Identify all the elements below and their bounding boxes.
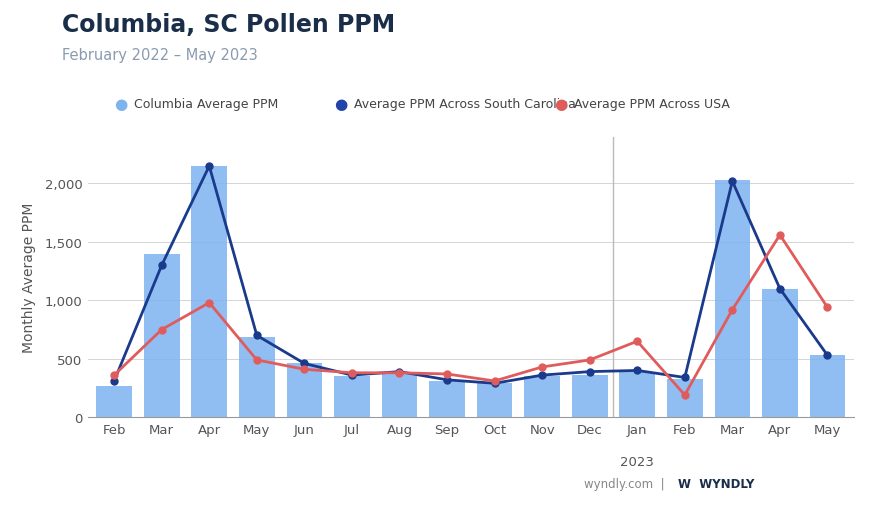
Text: W  WYNDLY: W WYNDLY [678, 477, 754, 490]
Text: ●: ● [114, 97, 128, 112]
Text: 2023: 2023 [620, 456, 654, 468]
Bar [239, 337, 275, 417]
Y-axis label: Monthly Average PPM: Monthly Average PPM [22, 203, 36, 352]
Bar [143, 254, 180, 417]
Bar [524, 377, 560, 417]
Text: ●: ● [334, 97, 348, 112]
Text: Average PPM Across South Carolina: Average PPM Across South Carolina [354, 98, 576, 111]
Bar [762, 289, 798, 417]
Bar [667, 379, 702, 417]
Bar [810, 356, 846, 417]
Text: ●: ● [554, 97, 568, 112]
Bar [382, 374, 417, 417]
Bar [334, 377, 370, 417]
Bar [96, 386, 132, 417]
Bar [620, 372, 655, 417]
Bar [572, 375, 607, 417]
Bar [192, 166, 227, 417]
Text: Average PPM Across USA: Average PPM Across USA [574, 98, 730, 111]
Text: February 2022 – May 2023: February 2022 – May 2023 [62, 48, 257, 63]
Text: Columbia, SC Pollen PPM: Columbia, SC Pollen PPM [62, 13, 395, 37]
Bar [477, 384, 512, 417]
Bar [429, 381, 465, 417]
Text: wyndly.com  |: wyndly.com | [583, 477, 664, 490]
Bar [715, 181, 750, 417]
Text: Columbia Average PPM: Columbia Average PPM [134, 98, 278, 111]
Bar [287, 364, 322, 417]
